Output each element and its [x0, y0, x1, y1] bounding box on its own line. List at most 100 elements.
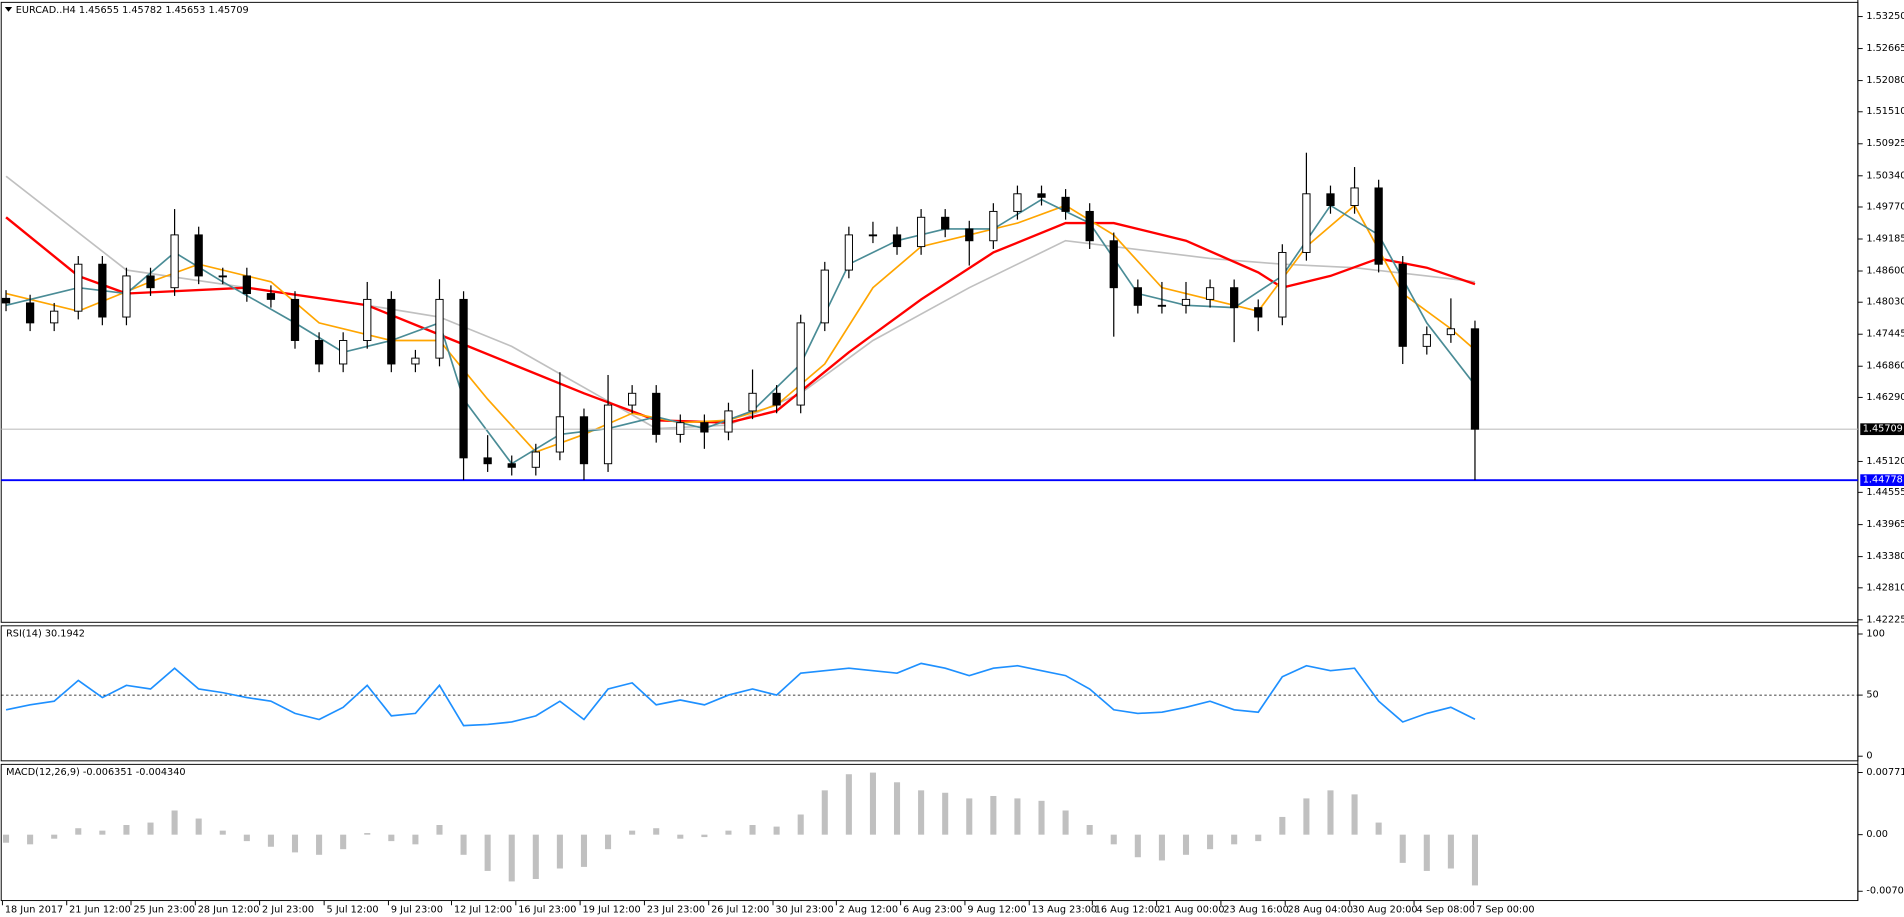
macd-bar — [605, 834, 612, 850]
candle-body — [555, 416, 565, 453]
y-tick-label: 50 — [1866, 690, 1878, 701]
x-tick-label: 16 Jul 23:00 — [518, 905, 576, 916]
x-tick-label: 2 Jul 23:00 — [262, 905, 314, 916]
x-tick-label: 19 Jul 12:00 — [583, 905, 641, 916]
macd-bar — [990, 795, 997, 835]
macd-bar — [243, 834, 250, 842]
candle-body — [459, 298, 468, 459]
macd-bar — [51, 834, 58, 839]
price-tag-label: 1.45709 — [1863, 424, 1903, 435]
candle-body — [965, 228, 974, 242]
macd-bar — [1134, 834, 1141, 858]
candle-body — [1, 297, 11, 304]
macd-bar — [1086, 824, 1093, 835]
macd-bar — [821, 790, 828, 835]
y-tick-label: 1.42225 — [1866, 614, 1904, 625]
y-tick-label: 0 — [1866, 751, 1872, 762]
macd-bar — [2, 834, 10, 843]
x-tick-label: 4 Sep 08:00 — [1416, 905, 1475, 916]
macd-bar — [1471, 834, 1479, 886]
candle-body — [435, 298, 444, 359]
macd-bar — [918, 790, 925, 835]
panel-title: RSI(14) 30.1942 — [6, 629, 85, 640]
candle-body — [1133, 287, 1142, 306]
y-tick-label: 1.53250 — [1866, 11, 1904, 22]
macd-bar — [942, 792, 949, 835]
y-tick-label: 1.48030 — [1866, 297, 1904, 308]
candle-body — [314, 340, 324, 365]
macd-bar — [797, 814, 804, 835]
candle-body — [628, 392, 637, 406]
candle-body — [1422, 334, 1431, 347]
candle-body — [74, 263, 83, 312]
macd-bar — [267, 834, 274, 847]
macd-bar — [1423, 834, 1430, 871]
macd-bar — [653, 828, 660, 835]
macd-bar — [412, 834, 419, 845]
macd-bar — [1158, 834, 1165, 861]
candle-body — [363, 298, 372, 341]
x-tick-label: 25 Jun 23:00 — [133, 905, 195, 916]
y-tick-label: 1.46290 — [1866, 392, 1904, 403]
x-tick-label: 5 Jul 12:00 — [327, 905, 379, 916]
candle-body — [290, 298, 300, 341]
candle-body — [1157, 304, 1167, 307]
macd-bar — [340, 834, 347, 850]
candle-body — [772, 392, 781, 406]
y-tick-label: 1.49185 — [1866, 234, 1904, 245]
candle-body — [676, 422, 685, 435]
x-tick-label: 6 Aug 23:00 — [903, 905, 962, 916]
y-tick-label: 1.47445 — [1866, 329, 1904, 340]
y-tick-label: 0.007713 — [1866, 767, 1904, 778]
candle-body — [339, 340, 348, 365]
candle-body — [748, 392, 757, 412]
x-tick-label: 23 Jul 23:00 — [647, 905, 705, 916]
candle-body — [25, 302, 35, 324]
macd-bar — [1038, 800, 1045, 835]
macd-bar — [677, 834, 684, 839]
candle-body — [411, 357, 420, 365]
y-tick-label: 1.45120 — [1866, 456, 1904, 467]
macd-bar — [869, 772, 876, 835]
y-tick-label: 1.46860 — [1866, 361, 1904, 372]
macd-bar — [171, 810, 178, 835]
macd-bar — [532, 834, 539, 879]
macd-bar — [1351, 794, 1358, 835]
macd-bar — [701, 834, 708, 838]
candle-body — [724, 410, 733, 433]
macd-bar — [291, 834, 299, 853]
macd-bar — [460, 834, 467, 855]
macd-bar — [1399, 834, 1406, 863]
candle-body — [941, 216, 950, 230]
y-tick-label: 1.52080 — [1866, 75, 1904, 86]
candle-body — [1013, 193, 1022, 212]
y-tick-label: 1.43380 — [1866, 551, 1904, 562]
candle-body — [1230, 287, 1239, 309]
macd-bar — [1110, 834, 1117, 845]
macd-bar — [580, 834, 588, 867]
candle-body — [50, 310, 59, 324]
x-tick-label: 7 Sep 00:00 — [1476, 905, 1535, 916]
candle-body — [194, 234, 203, 277]
macd-bar — [1014, 798, 1021, 835]
candle-body — [1109, 240, 1118, 289]
macd-bar — [316, 834, 323, 855]
candle-body — [1254, 307, 1263, 318]
macd-bar — [508, 834, 515, 882]
x-tick-label: 9 Aug 12:00 — [967, 905, 1026, 916]
macd-bar — [436, 824, 443, 835]
candle-body — [1205, 287, 1215, 300]
y-tick-label: 100 — [1866, 629, 1885, 640]
macd-bar — [123, 824, 130, 835]
x-tick-label: 13 Aug 23:00 — [1032, 905, 1097, 916]
x-tick-label: 16 Aug 12:00 — [1095, 905, 1160, 916]
macd-bar — [1231, 834, 1238, 845]
candle-body — [531, 451, 540, 468]
macd-bar — [773, 826, 780, 835]
x-tick-label: 28 Aug 04:00 — [1288, 905, 1353, 916]
candle-body — [170, 234, 179, 289]
macd-bar — [1255, 834, 1262, 842]
x-tick-label: 30 Jul 23:00 — [775, 905, 833, 916]
price-tag-label: 1.44778 — [1863, 475, 1903, 486]
candle-body — [1398, 263, 1407, 347]
